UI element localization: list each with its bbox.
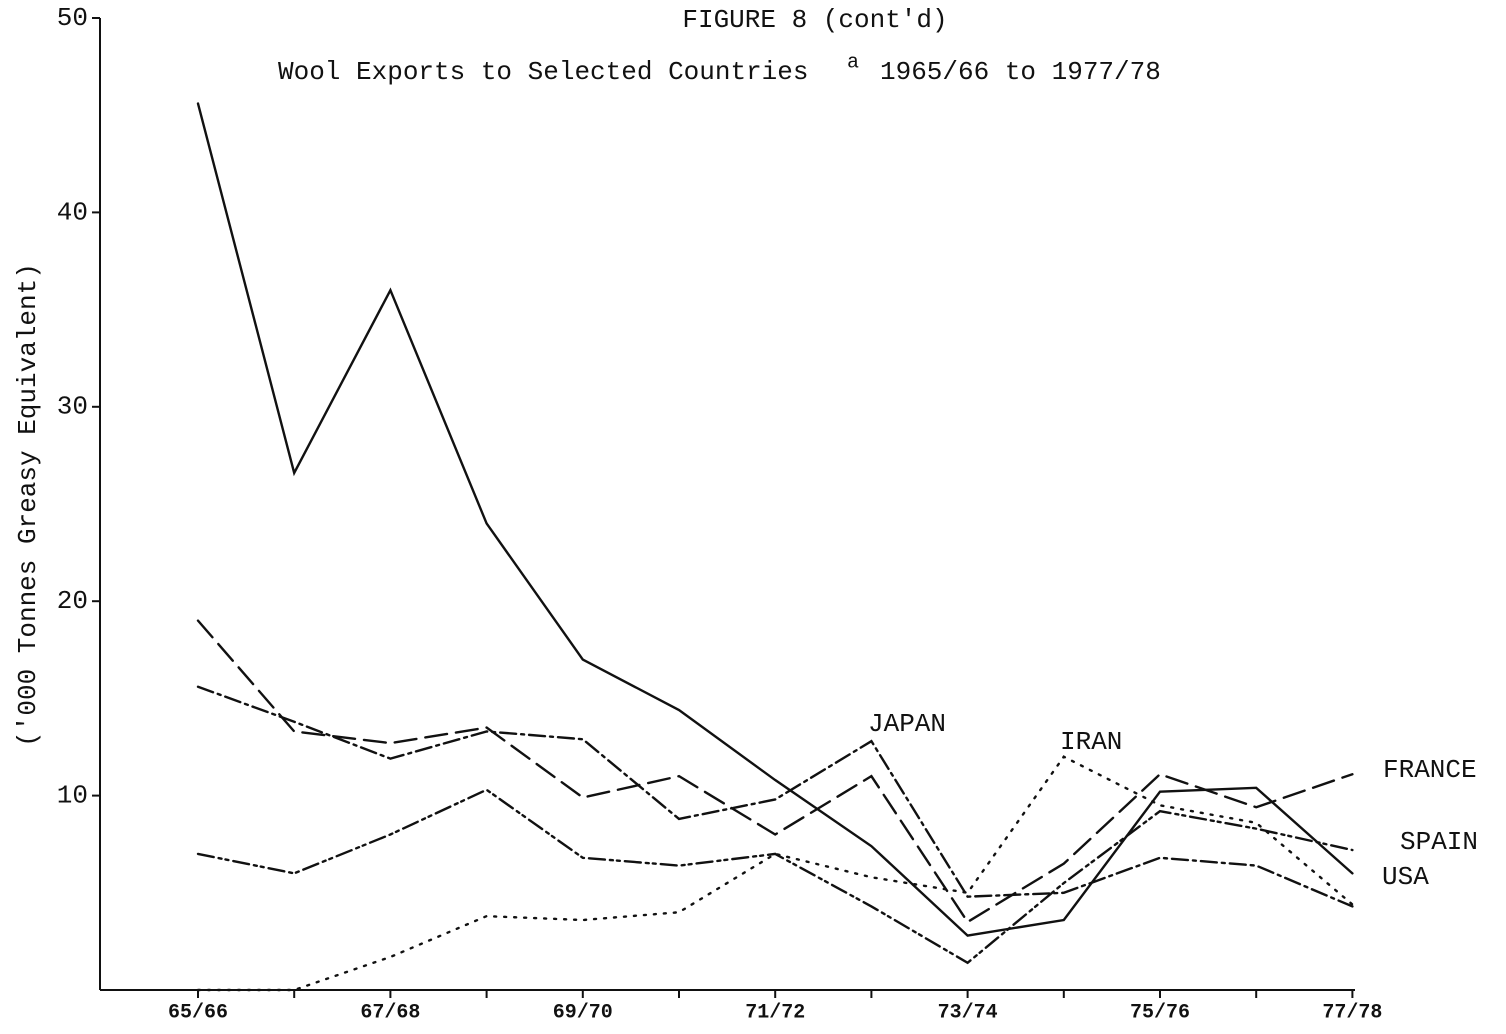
y-tick-label: 30 [57,392,88,422]
y-axis-label: ('000 Tonnes Greasy Equivalent) [13,263,43,747]
series-label: FRANCE [1383,755,1477,785]
series-line [196,685,1354,908]
y-tick-label: 40 [57,197,88,227]
subtitle-note: a [847,51,859,74]
x-tick-label: 77/78 [1322,1001,1382,1024]
x-tick-label: 75/76 [1130,1001,1190,1024]
series-label: IRAN [1060,727,1122,757]
series-line [196,102,1354,937]
series-label: USA [1382,862,1429,892]
series-label: SPAIN [1400,827,1478,857]
x-tick-label: 67/68 [360,1001,420,1024]
series-label: JAPAN [868,709,946,739]
y-tick-label: 10 [57,780,88,810]
chart-subtitle: Wool Exports to Selected Countries [278,57,809,87]
x-tick-label: 71/72 [745,1001,805,1024]
x-tick-label: 73/74 [938,1001,998,1024]
x-tick-label: 69/70 [553,1001,613,1024]
x-tick-label: 65/66 [168,1001,228,1024]
series-line [196,619,1354,924]
series-line [196,788,1354,965]
subtitle-period: 1965/66 to 1977/78 [880,57,1161,87]
y-tick-label: 20 [57,586,88,616]
y-tick-label: 50 [57,3,88,33]
chart-title: FIGURE 8 (cont'd) [682,5,947,35]
